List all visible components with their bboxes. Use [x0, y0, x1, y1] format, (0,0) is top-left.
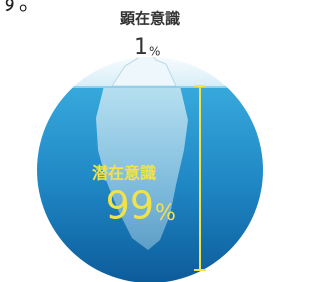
page: {"caption_fragment": "す。", "labels": [ {…	[0, 0, 300, 282]
iceberg-infographic: す。 顕在意識 1 % 潜在意識 99 %	[0, 0, 300, 282]
conscious-unit: %	[149, 45, 160, 59]
caption-fragment: す。	[0, 0, 41, 16]
subconscious-label: 潜在意識	[92, 164, 156, 183]
conscious-value: 1	[134, 35, 148, 60]
conscious-label: 顕在意識	[120, 10, 180, 28]
subconscious-value: 99	[106, 184, 154, 228]
water-line	[30, 86, 270, 88]
subconscious-unit: %	[155, 201, 176, 226]
